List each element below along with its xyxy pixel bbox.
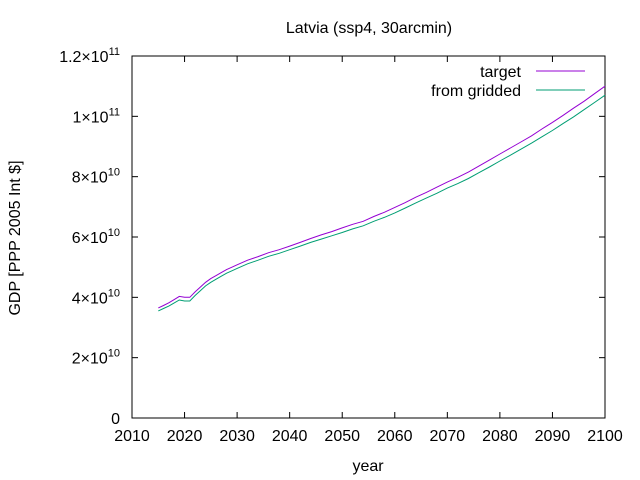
y-tick-label: 8×1010	[72, 167, 120, 187]
legend-label: from gridded	[431, 83, 521, 100]
y-tick-exponent: 10	[108, 167, 120, 179]
y-tick-mantissa: 1×10	[73, 109, 109, 126]
plot-border	[131, 55, 606, 419]
y-tick-mantissa: 6×10	[72, 230, 108, 247]
y-axis-label: GDP [PPP 2005 Int $]	[7, 160, 24, 315]
y-tick-exponent: 10	[108, 287, 120, 299]
y-tick-exponent: 11	[109, 106, 120, 118]
legend-label: target	[480, 64, 521, 81]
y-tick-mantissa: 8×10	[72, 170, 108, 187]
y-tick-exponent: 10	[108, 227, 120, 239]
series-lines	[158, 85, 606, 312]
y-tick-mantissa: 0	[111, 411, 120, 428]
y-tick-mantissa: 2×10	[72, 351, 108, 368]
series-line-from-gridded	[158, 94, 606, 312]
chart-title: Latvia (ssp4, 30arcmin)	[286, 20, 452, 37]
y-tick-exponent: 10	[108, 348, 120, 360]
x-tick-label: 2070	[430, 428, 466, 445]
y-tick-mantissa: 4×10	[72, 290, 108, 307]
y-tick-exponent: 11	[109, 46, 120, 58]
x-tick-label: 2030	[219, 428, 255, 445]
x-tick-label: 2050	[324, 428, 360, 445]
x-tick-label: 2080	[482, 428, 518, 445]
plot-frame	[131, 55, 606, 419]
y-tick-label: 4×1010	[72, 287, 120, 307]
x-tick-label: 2060	[377, 428, 413, 445]
legend: target from gridded	[431, 64, 585, 100]
y-tick-mantissa: 1.2×10	[59, 49, 108, 66]
y-tick-label: 1.2×1011	[59, 46, 120, 66]
x-tick-label: 2090	[535, 428, 571, 445]
x-tick-label: 2010	[114, 428, 150, 445]
y-tick-label: 6×1010	[72, 227, 120, 247]
x-axis-label: year	[352, 458, 384, 475]
x-tick-label: 2020	[167, 428, 203, 445]
series-line-target	[158, 85, 606, 309]
x-tick-label: 2040	[272, 428, 308, 445]
y-tick-label: 0	[111, 411, 120, 428]
y-tick-label: 2×1010	[72, 348, 120, 368]
y-tick-label: 1×1011	[73, 106, 120, 126]
x-tick-label: 2100	[587, 428, 623, 445]
x-axis: 2010 2020 2030 2040 2050 2060 2070 2080 2090 2100	[114, 56, 623, 445]
